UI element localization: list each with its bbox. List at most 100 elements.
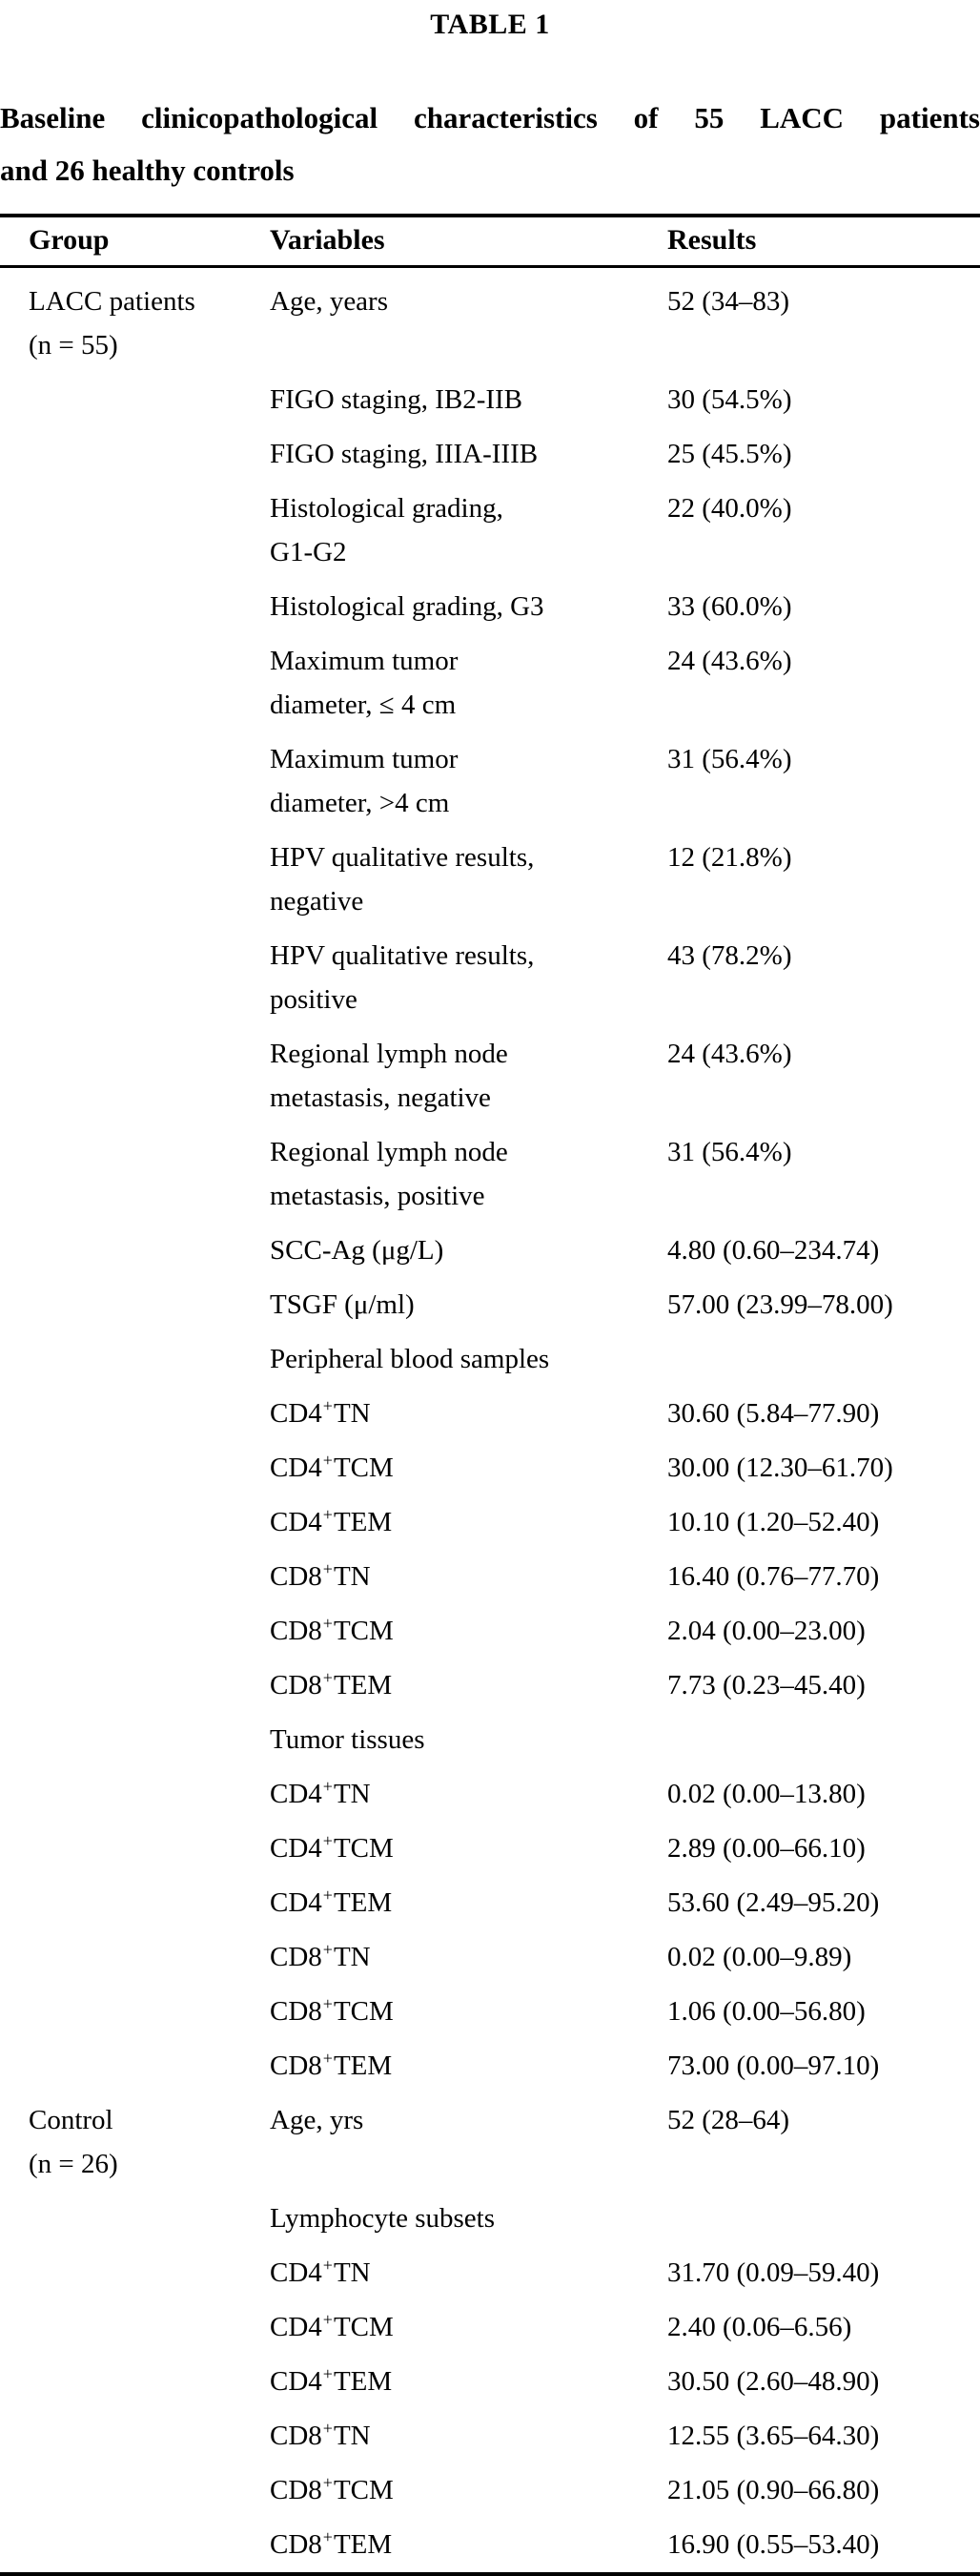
table-row: HPV qualitative results, negative 12 (21.… xyxy=(0,831,980,929)
variable-text: TEM xyxy=(333,1670,393,1700)
table-row: FIGO staging, IIIA-IIIB 25 (45.5%) xyxy=(0,427,980,482)
variable-text: CD8 xyxy=(270,2421,322,2451)
table-row: HPV qualitative results, positive 43 (78.… xyxy=(0,929,980,1027)
group-cell xyxy=(0,1930,270,1985)
result-cell: 12.55 (3.65–64.30) xyxy=(667,2421,880,2451)
group-cell xyxy=(0,2192,270,2246)
result-cell: 2.89 (0.00–66.10) xyxy=(667,1833,866,1864)
table-row: Histological grading, G1-G2 22 (40.0%) xyxy=(0,482,980,580)
variable-text: TN xyxy=(333,2421,371,2451)
variable-cell: CD4+TCM xyxy=(270,1451,394,1483)
result-cell: 30.50 (2.60–48.90) xyxy=(667,2366,880,2397)
table-row: CD8+TN 12.55 (3.65–64.30) xyxy=(0,2409,980,2463)
variable-cell: CD8+TCM xyxy=(270,1994,394,2027)
table-row: CD8+TCM 1.06 (0.00–56.80) xyxy=(0,1985,980,2039)
table-caption: Baseline clinicopathological characteris… xyxy=(0,92,980,196)
table-row: TSGF (μ/ml) 57.00 (23.99–78.00) xyxy=(0,1278,980,1332)
column-header-results: Results xyxy=(667,216,980,268)
variable-text: CD8 xyxy=(270,1670,322,1700)
group-cell xyxy=(0,1767,270,1822)
group-cell: Control (n = 26) xyxy=(29,2105,118,2179)
variable-text: CD8 xyxy=(270,1616,322,1646)
group-cell xyxy=(0,2518,270,2574)
variable-cell: Regional lymph node metastasis, negative xyxy=(270,1027,667,1125)
group-cell xyxy=(0,580,270,634)
variable-text: TEM xyxy=(333,2529,393,2560)
result-cell: 31 (56.4%) xyxy=(667,744,792,774)
group-cell xyxy=(0,1495,270,1550)
result-cell: 16.90 (0.55–53.40) xyxy=(667,2529,880,2560)
variable-text: SCC-Ag (μg/L) xyxy=(270,1235,444,1266)
group-cell xyxy=(0,831,270,929)
table-row: CD4+TCM 2.40 (0.06–6.56) xyxy=(0,2300,980,2355)
variable-text: TSGF (μ/ml) xyxy=(270,1289,415,1320)
variable-cell: CD8+TN xyxy=(270,1559,371,1592)
variable-cell: Tumor tissues xyxy=(270,1713,667,1767)
variable-text: Histological grading, G3 xyxy=(270,591,544,622)
group-cell xyxy=(0,2355,270,2409)
result-cell: 30.60 (5.84–77.90) xyxy=(667,1398,880,1429)
result-cell: 1.06 (0.00–56.80) xyxy=(667,1996,866,2027)
table-row: CD4+TCM 2.89 (0.00–66.10) xyxy=(0,1822,980,1876)
variable-text: CD4 xyxy=(270,1398,322,1429)
variable-text: Peripheral blood samples xyxy=(270,1344,550,1374)
variable-text: CD8 xyxy=(270,1942,322,1972)
variable-cell: Histological grading, G3 xyxy=(270,580,667,634)
variable-cell: CD4+TEM xyxy=(270,1505,393,1537)
result-cell: 25 (45.5%) xyxy=(667,439,792,469)
result-cell xyxy=(667,2192,980,2246)
table-row: Regional lymph node metastasis, positive… xyxy=(0,1125,980,1224)
variable-text: HPV qualitative results, positive xyxy=(270,940,535,1015)
variable-text: Age, yrs xyxy=(270,2105,364,2135)
result-cell: 52 (28–64) xyxy=(667,2105,790,2135)
variable-text: CD8 xyxy=(270,2529,322,2560)
table-row: CD4+TN 30.60 (5.84–77.90) xyxy=(0,1387,980,1441)
variable-cell: CD8+TCM xyxy=(270,1614,394,1646)
group-cell xyxy=(0,2409,270,2463)
variable-cell: CD8+TCM xyxy=(270,2473,394,2505)
result-cell xyxy=(667,1713,980,1767)
variable-text: CD8 xyxy=(270,2475,322,2505)
variable-text: TN xyxy=(333,1561,371,1592)
variable-cell: HPV qualitative results, negative xyxy=(270,831,667,929)
group-cell xyxy=(0,2246,270,2300)
result-cell: 31 (56.4%) xyxy=(667,1137,792,1167)
variable-cell: TSGF (μ/ml) xyxy=(270,1278,667,1332)
table-row: Peripheral blood samples xyxy=(0,1332,980,1387)
column-header-group: Group xyxy=(0,216,270,268)
result-cell: 24 (43.6%) xyxy=(667,1039,792,1069)
variable-text: CD4 xyxy=(270,1779,322,1809)
result-cell: 33 (60.0%) xyxy=(667,591,792,622)
variable-text: Maximum tumor diameter, ≤ 4 cm xyxy=(270,646,459,720)
variable-cell: CD4+TEM xyxy=(270,1886,393,1918)
result-cell: 30.00 (12.30–61.70) xyxy=(667,1453,893,1483)
group-cell xyxy=(0,1876,270,1930)
group-cell xyxy=(0,1027,270,1125)
group-cell xyxy=(0,1659,270,1713)
variable-text: TN xyxy=(333,1779,371,1809)
result-cell: 24 (43.6%) xyxy=(667,646,792,676)
variable-cell: CD8+TEM xyxy=(270,2527,393,2560)
variable-cell: Regional lymph node metastasis, positive xyxy=(270,1125,667,1224)
table-header: Group Variables Results xyxy=(0,216,980,268)
result-cell: 0.02 (0.00–13.80) xyxy=(667,1779,866,1809)
variable-text: Age, years xyxy=(270,286,389,317)
variable-text: CD4 xyxy=(270,1453,322,1483)
caption-line-2: and 26 healthy controls xyxy=(0,154,295,187)
group-cell xyxy=(0,482,270,580)
variable-text: TEM xyxy=(333,1887,393,1918)
header-row: Group Variables Results xyxy=(0,216,980,268)
variable-cell: Age, yrs xyxy=(270,2093,667,2192)
variable-text: CD4 xyxy=(270,1833,322,1864)
group-cell xyxy=(0,732,270,831)
variable-cell: FIGO staging, IB2-IIB xyxy=(270,373,667,427)
table-row: CD4+TN 0.02 (0.00–13.80) xyxy=(0,1767,980,1822)
result-cell: 53.60 (2.49–95.20) xyxy=(667,1887,880,1918)
table-body: LACC patients (n = 55) Age, years 52 (34–8… xyxy=(0,267,980,2575)
variable-text: Regional lymph node metastasis, positive xyxy=(270,1137,508,1211)
table-row: Maximum tumor diameter, ≤ 4 cm 24 (43.6%) xyxy=(0,634,980,732)
table-label: TABLE 1 xyxy=(430,9,550,40)
table-row: CD4+TEM 30.50 (2.60–48.90) xyxy=(0,2355,980,2409)
table-row: Histological grading, G3 33 (60.0%) xyxy=(0,580,980,634)
group-cell xyxy=(0,373,270,427)
